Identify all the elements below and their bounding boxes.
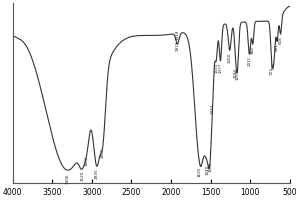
Text: 1260: 1260 <box>228 52 232 63</box>
Text: 1011: 1011 <box>248 56 251 66</box>
Text: 3062: 3062 <box>85 156 89 166</box>
Text: 968: 968 <box>251 46 255 54</box>
Text: 1474: 1474 <box>211 104 215 114</box>
Text: 618: 618 <box>279 36 283 44</box>
Text: 2935: 2935 <box>95 168 99 179</box>
Text: 1506: 1506 <box>208 162 212 172</box>
Text: 1180: 1180 <box>234 68 238 78</box>
Text: 3306: 3306 <box>65 174 70 184</box>
Text: 727: 727 <box>270 67 274 75</box>
Text: 2860: 2860 <box>101 148 105 158</box>
Text: 1377: 1377 <box>218 63 222 73</box>
Text: 1919: 1919 <box>176 40 179 51</box>
Text: 1540: 1540 <box>206 165 209 175</box>
Text: 1430: 1430 <box>214 63 218 73</box>
Text: 661: 661 <box>275 43 279 51</box>
Text: 1159: 1159 <box>236 70 240 80</box>
Text: 3120: 3120 <box>80 171 84 181</box>
Text: 1919: 1919 <box>176 30 179 40</box>
Text: 1635: 1635 <box>198 167 202 177</box>
Text: 700: 700 <box>272 63 276 70</box>
